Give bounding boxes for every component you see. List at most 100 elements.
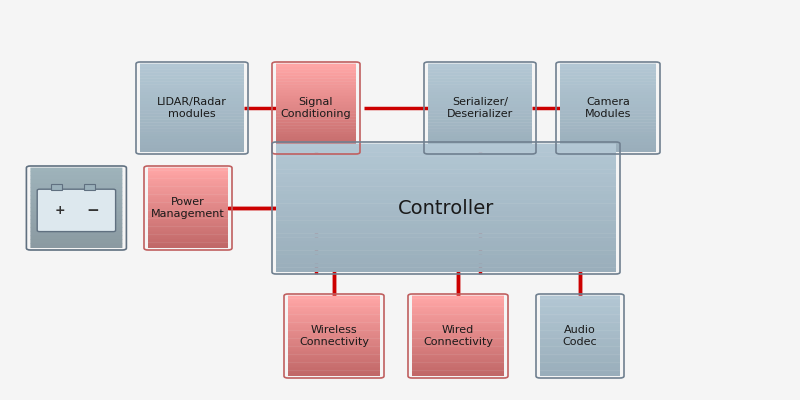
FancyBboxPatch shape — [288, 365, 380, 368]
FancyBboxPatch shape — [288, 341, 380, 344]
FancyBboxPatch shape — [560, 140, 656, 143]
FancyBboxPatch shape — [540, 298, 620, 301]
FancyBboxPatch shape — [140, 93, 244, 96]
FancyBboxPatch shape — [288, 296, 380, 299]
FancyBboxPatch shape — [540, 362, 620, 365]
FancyBboxPatch shape — [428, 137, 532, 140]
FancyBboxPatch shape — [412, 314, 504, 317]
FancyBboxPatch shape — [428, 116, 532, 120]
FancyBboxPatch shape — [276, 72, 356, 76]
Text: Wired
Connectivity: Wired Connectivity — [423, 325, 493, 347]
FancyBboxPatch shape — [276, 75, 356, 79]
FancyBboxPatch shape — [276, 186, 616, 191]
FancyBboxPatch shape — [276, 81, 356, 84]
FancyBboxPatch shape — [140, 119, 244, 123]
FancyBboxPatch shape — [540, 296, 620, 299]
FancyBboxPatch shape — [560, 131, 656, 134]
FancyBboxPatch shape — [148, 229, 228, 232]
FancyBboxPatch shape — [540, 349, 620, 352]
FancyBboxPatch shape — [540, 322, 620, 325]
FancyBboxPatch shape — [140, 64, 244, 67]
Text: Wireless
Connectivity: Wireless Connectivity — [299, 325, 369, 347]
FancyBboxPatch shape — [140, 90, 244, 93]
FancyBboxPatch shape — [140, 143, 244, 146]
FancyBboxPatch shape — [276, 169, 616, 174]
FancyBboxPatch shape — [276, 84, 356, 88]
FancyBboxPatch shape — [560, 119, 656, 123]
FancyBboxPatch shape — [140, 114, 244, 117]
FancyBboxPatch shape — [428, 125, 532, 128]
FancyBboxPatch shape — [148, 184, 228, 187]
FancyBboxPatch shape — [30, 224, 122, 228]
FancyBboxPatch shape — [140, 137, 244, 140]
FancyBboxPatch shape — [276, 90, 356, 93]
FancyBboxPatch shape — [30, 220, 122, 224]
FancyBboxPatch shape — [412, 333, 504, 336]
FancyBboxPatch shape — [428, 66, 532, 70]
FancyBboxPatch shape — [288, 373, 380, 376]
FancyBboxPatch shape — [540, 304, 620, 307]
FancyBboxPatch shape — [288, 352, 380, 355]
FancyBboxPatch shape — [276, 250, 616, 255]
FancyBboxPatch shape — [276, 146, 356, 149]
FancyBboxPatch shape — [148, 186, 228, 189]
FancyBboxPatch shape — [276, 114, 356, 117]
FancyBboxPatch shape — [276, 134, 356, 137]
FancyBboxPatch shape — [560, 116, 656, 120]
Text: Audio
Codec: Audio Codec — [562, 325, 598, 347]
FancyBboxPatch shape — [148, 173, 228, 176]
FancyBboxPatch shape — [30, 228, 122, 232]
FancyBboxPatch shape — [560, 70, 656, 73]
FancyBboxPatch shape — [560, 84, 656, 88]
FancyBboxPatch shape — [540, 338, 620, 341]
FancyBboxPatch shape — [288, 328, 380, 331]
FancyBboxPatch shape — [412, 368, 504, 371]
FancyBboxPatch shape — [276, 70, 356, 73]
FancyBboxPatch shape — [276, 233, 616, 238]
FancyBboxPatch shape — [276, 110, 356, 114]
FancyBboxPatch shape — [412, 317, 504, 320]
FancyBboxPatch shape — [288, 304, 380, 307]
FancyBboxPatch shape — [412, 362, 504, 365]
FancyBboxPatch shape — [412, 336, 504, 339]
FancyBboxPatch shape — [560, 96, 656, 99]
FancyBboxPatch shape — [540, 328, 620, 331]
FancyBboxPatch shape — [276, 238, 616, 242]
FancyBboxPatch shape — [560, 64, 656, 67]
FancyBboxPatch shape — [412, 373, 504, 376]
FancyBboxPatch shape — [412, 296, 504, 299]
FancyBboxPatch shape — [288, 314, 380, 317]
FancyBboxPatch shape — [540, 357, 620, 360]
Text: Camera
Modules: Camera Modules — [585, 97, 631, 119]
FancyBboxPatch shape — [560, 102, 656, 105]
FancyBboxPatch shape — [148, 200, 228, 203]
FancyBboxPatch shape — [276, 105, 356, 108]
FancyBboxPatch shape — [276, 96, 356, 99]
FancyBboxPatch shape — [30, 212, 122, 216]
FancyBboxPatch shape — [276, 161, 616, 165]
FancyBboxPatch shape — [148, 240, 228, 243]
FancyBboxPatch shape — [428, 149, 532, 152]
FancyBboxPatch shape — [428, 134, 532, 137]
FancyBboxPatch shape — [140, 134, 244, 137]
FancyBboxPatch shape — [412, 365, 504, 368]
FancyBboxPatch shape — [288, 357, 380, 360]
FancyBboxPatch shape — [560, 66, 656, 70]
FancyBboxPatch shape — [276, 78, 356, 82]
FancyBboxPatch shape — [288, 309, 380, 312]
FancyBboxPatch shape — [30, 244, 122, 248]
FancyBboxPatch shape — [148, 192, 228, 195]
FancyBboxPatch shape — [288, 330, 380, 333]
FancyBboxPatch shape — [288, 370, 380, 373]
FancyBboxPatch shape — [148, 218, 228, 221]
FancyBboxPatch shape — [540, 312, 620, 315]
Text: Signal
Conditioning: Signal Conditioning — [281, 97, 351, 119]
FancyBboxPatch shape — [276, 87, 356, 90]
FancyBboxPatch shape — [412, 304, 504, 307]
FancyBboxPatch shape — [140, 140, 244, 143]
FancyBboxPatch shape — [412, 349, 504, 352]
FancyBboxPatch shape — [84, 184, 95, 190]
FancyBboxPatch shape — [276, 178, 616, 182]
FancyBboxPatch shape — [148, 234, 228, 237]
FancyBboxPatch shape — [412, 352, 504, 355]
